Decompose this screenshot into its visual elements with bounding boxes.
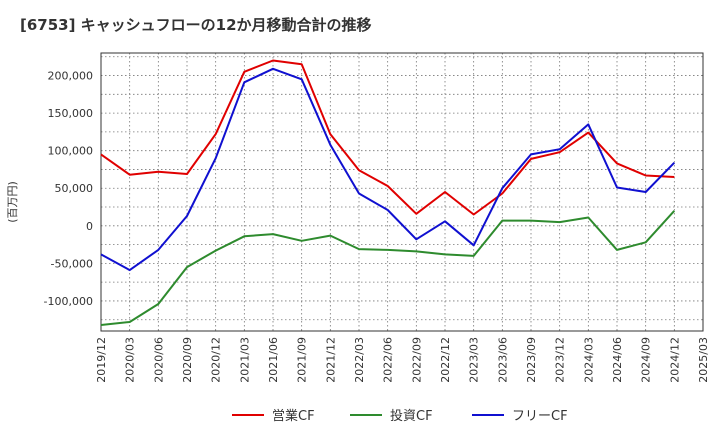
- x-tick-label: 2020/03: [124, 337, 137, 383]
- y-tick-label: 200,000: [48, 70, 94, 83]
- x-tick-label: 2025/03: [697, 337, 710, 383]
- x-tick-label: 2021/03: [238, 337, 251, 383]
- x-tick-label: 2024/09: [640, 337, 653, 383]
- x-tick-label: 2024/06: [611, 337, 624, 383]
- x-tick-label: 2024/12: [668, 337, 681, 383]
- x-tick-label: 2021/12: [324, 337, 337, 383]
- x-tick-label: 2024/03: [582, 337, 595, 383]
- series-line-営業CF: [100, 59, 675, 216]
- legend: 営業CF 投資CF フリーCF: [232, 408, 568, 424]
- x-tick-label: 2022/12: [439, 337, 452, 383]
- series-layer: [100, 59, 676, 326]
- series-line-投資CF: [100, 210, 676, 326]
- x-tick-label: 2022/09: [410, 337, 423, 383]
- x-tick-label: 2022/03: [353, 337, 366, 383]
- x-tick-label: 2019/12: [95, 337, 108, 383]
- chart-title: [6753] キャッシュフローの12か月移動合計の推移: [20, 16, 372, 34]
- series-line-フリーCF: [100, 67, 676, 272]
- y-tick-label: 100,000: [48, 145, 94, 158]
- grid-layer: [100, 53, 704, 331]
- plot-frame: [100, 52, 704, 332]
- y-tick-label: -50,000: [51, 257, 93, 270]
- x-tick-label: 2021/06: [267, 337, 280, 383]
- x-tick-label: 2020/12: [210, 337, 223, 383]
- axis-layer: -100,000 -50,000 0 50,000 100,000 150,000 200,…: [6, 52, 710, 383]
- x-tick-label: 2022/06: [382, 337, 395, 383]
- x-tick-label: 2021/09: [296, 337, 309, 383]
- y-axis-title: (百万円): [6, 181, 19, 223]
- legend-label: 投資CF: [390, 408, 433, 424]
- legend-label: 営業CF: [272, 408, 315, 424]
- y-tick-label: -100,000: [44, 295, 93, 308]
- x-tick-label: 2023/09: [525, 337, 538, 383]
- x-tick-label: 2020/09: [181, 337, 194, 383]
- legend-label: フリーCF: [512, 409, 568, 424]
- y-tick-label: 0: [86, 220, 93, 233]
- x-tick-label: 2023/03: [468, 337, 481, 383]
- x-tick-label: 2023/12: [554, 337, 567, 383]
- y-tick-label: 150,000: [48, 107, 94, 120]
- x-tick-label: 2020/06: [152, 337, 165, 383]
- x-tick-label: 2023/06: [496, 337, 509, 383]
- y-tick-label: 50,000: [55, 182, 94, 195]
